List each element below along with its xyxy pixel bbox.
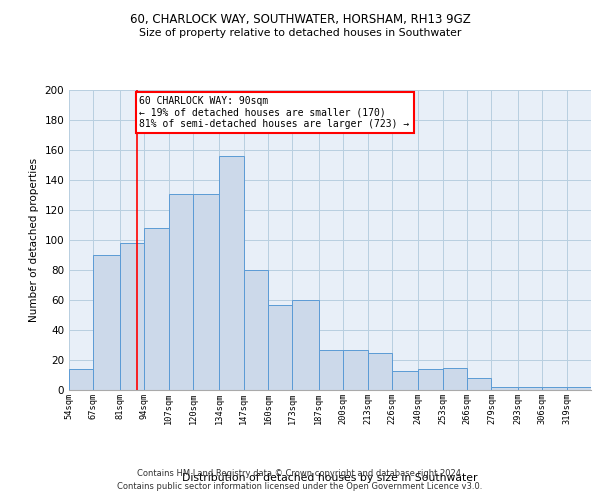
Text: 60, CHARLOCK WAY, SOUTHWATER, HORSHAM, RH13 9GZ: 60, CHARLOCK WAY, SOUTHWATER, HORSHAM, R…	[130, 12, 470, 26]
Bar	[542, 387, 566, 390]
Bar	[193, 194, 219, 390]
Bar	[244, 270, 268, 390]
Bar	[268, 304, 292, 390]
Bar	[94, 255, 119, 390]
X-axis label: Distribution of detached houses by size in Southwater: Distribution of detached houses by size …	[182, 473, 478, 483]
Text: Size of property relative to detached houses in Southwater: Size of property relative to detached ho…	[139, 28, 461, 38]
Bar	[144, 228, 169, 390]
Bar	[219, 156, 244, 390]
Bar	[518, 387, 542, 390]
Bar	[169, 194, 193, 390]
Bar	[566, 387, 591, 390]
Text: Contains HM Land Registry data © Crown copyright and database right 2024.: Contains HM Land Registry data © Crown c…	[137, 468, 463, 477]
Bar	[491, 387, 518, 390]
Y-axis label: Number of detached properties: Number of detached properties	[29, 158, 39, 322]
Bar	[319, 350, 343, 390]
Bar	[368, 352, 392, 390]
Bar	[69, 369, 94, 390]
Bar	[418, 369, 443, 390]
Bar	[343, 350, 368, 390]
Bar	[292, 300, 319, 390]
Text: Contains public sector information licensed under the Open Government Licence v3: Contains public sector information licen…	[118, 482, 482, 491]
Text: 60 CHARLOCK WAY: 90sqm
← 19% of detached houses are smaller (170)
81% of semi-de: 60 CHARLOCK WAY: 90sqm ← 19% of detached…	[139, 96, 410, 129]
Bar	[443, 368, 467, 390]
Bar	[119, 243, 144, 390]
Bar	[467, 378, 491, 390]
Bar	[392, 370, 418, 390]
